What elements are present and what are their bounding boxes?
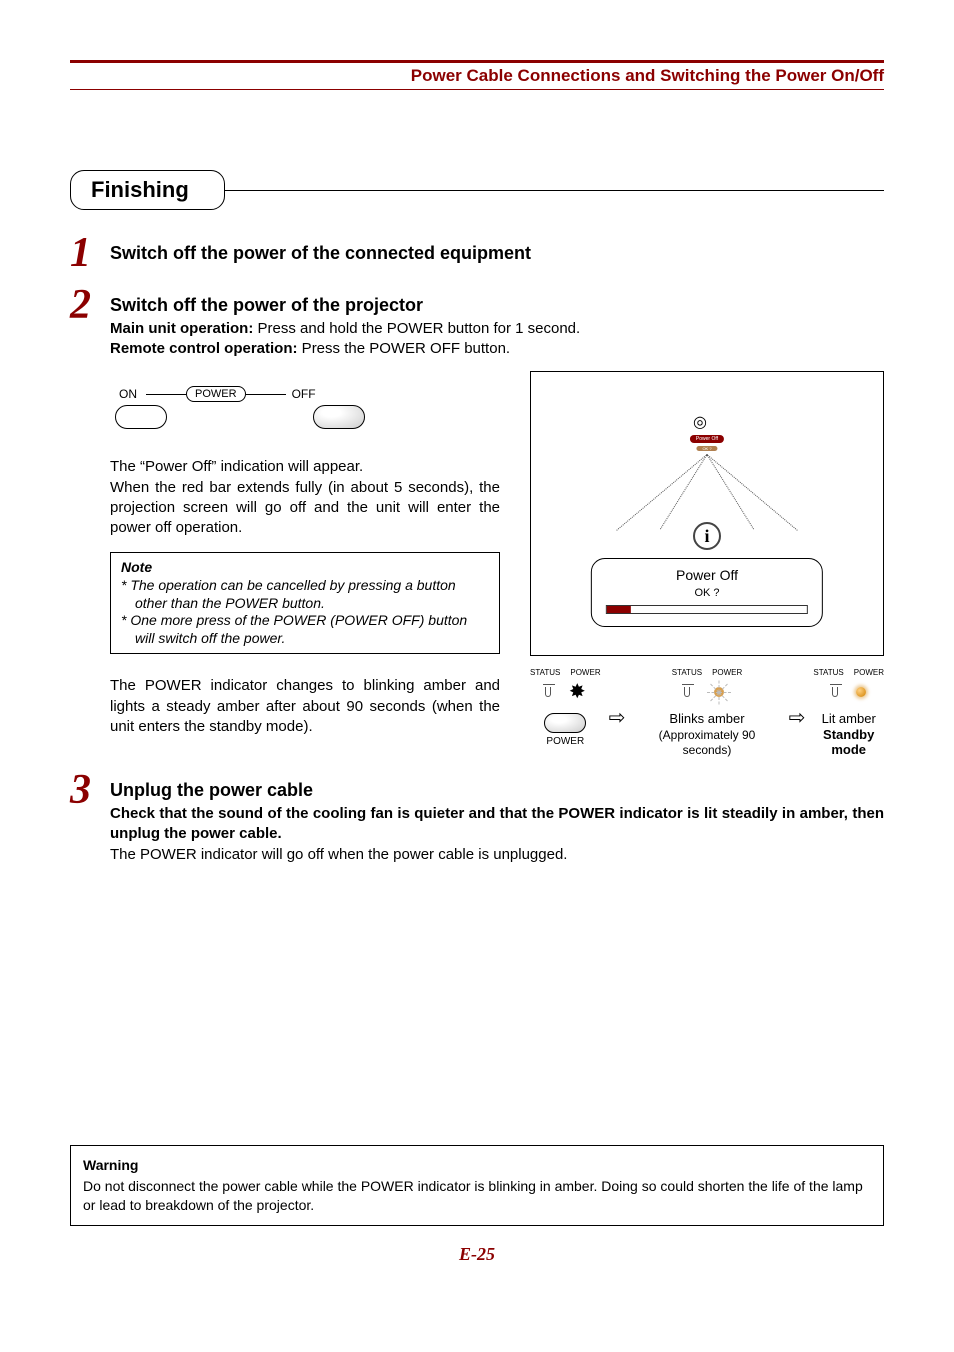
switch-on-label: ON bbox=[110, 387, 146, 401]
indicator-state-3: STATUS POWER Lit amber Standby mode bbox=[813, 668, 884, 758]
page-header: Power Cable Connections and Switching th… bbox=[70, 60, 884, 90]
note-title: Note bbox=[121, 559, 489, 575]
step-1-heading: Switch off the power of the connected eq… bbox=[110, 243, 884, 264]
power-label: POWER bbox=[712, 668, 742, 677]
status-label: STATUS bbox=[530, 668, 560, 677]
mini-popup-title: Power Off bbox=[690, 435, 724, 443]
note-item-1: * The operation can be cancelled by pres… bbox=[121, 577, 489, 612]
step-2-line1: Main unit operation: Press and hold the … bbox=[110, 319, 884, 339]
step-1: 1 Switch off the power of the connected … bbox=[70, 235, 884, 273]
info-icon bbox=[693, 522, 721, 550]
power-label: POWER bbox=[854, 668, 884, 677]
step-2-line1-text: Press and hold the POWER button for 1 se… bbox=[253, 320, 580, 337]
step-2-heading: Switch off the power of the projector bbox=[110, 295, 884, 316]
step-2-para1: The “Power Off” indication will appear. … bbox=[110, 457, 500, 538]
warning-box: Warning Do not disconnect the power cabl… bbox=[70, 1145, 884, 1226]
step-1-number: 1 bbox=[70, 235, 110, 273]
page-number: E-25 bbox=[70, 1244, 884, 1265]
indicator-state-2: STATUS POWER bbox=[633, 668, 780, 758]
power-led-amber-icon bbox=[856, 687, 866, 697]
step-2-line1-label: Main unit operation: bbox=[110, 320, 253, 337]
step-2: 2 Switch off the power of the projector … bbox=[70, 287, 884, 758]
status-led-off-icon bbox=[545, 687, 551, 697]
step-3-heading: Unplug the power cable bbox=[110, 780, 884, 801]
power-led-burst-icon: ✸ bbox=[569, 685, 586, 699]
step-2-number: 2 bbox=[70, 287, 110, 325]
section-header: Finishing bbox=[70, 170, 884, 210]
indicator-sequence: STATUS POWER ✸ POWER ⇨ STATUS bbox=[530, 668, 884, 758]
power-button-label: POWER bbox=[530, 736, 601, 747]
power-off-dialog: Power Off OK ? bbox=[591, 558, 823, 627]
mini-popup-ok: OK ? bbox=[696, 446, 717, 451]
status-label: STATUS bbox=[672, 668, 702, 677]
step-3: 3 Unplug the power cable Check that the … bbox=[70, 772, 884, 865]
status-label: STATUS bbox=[813, 668, 843, 677]
caption-standby1: Standby bbox=[823, 727, 874, 742]
arrow-icon: ⇨ bbox=[609, 705, 626, 730]
warning-text: Do not disconnect the power cable while … bbox=[83, 1177, 871, 1215]
header-title: Power Cable Connections and Switching th… bbox=[70, 66, 884, 86]
step-2-line2-text: Press the POWER OFF button. bbox=[298, 340, 511, 357]
on-button-icon bbox=[115, 405, 167, 429]
section-rule bbox=[205, 190, 884, 191]
projector-icon: ◎ bbox=[693, 412, 707, 432]
dialog-ok: OK ? bbox=[606, 587, 808, 599]
section-title: Finishing bbox=[70, 170, 225, 210]
warning-title: Warning bbox=[83, 1156, 871, 1175]
note-item-2: * One more press of the POWER (POWER OFF… bbox=[121, 612, 489, 647]
power-switch-diagram: ON POWER OFF bbox=[110, 386, 500, 432]
step-3-bold: Check that the sound of the cooling fan … bbox=[110, 804, 884, 845]
progress-bar bbox=[606, 605, 808, 614]
switch-off-label: OFF bbox=[286, 387, 322, 401]
step-2-line2-label: Remote control operation: bbox=[110, 340, 298, 357]
note-box: Note * The operation can be cancelled by… bbox=[110, 552, 500, 654]
dialog-title: Power Off bbox=[606, 567, 808, 583]
step-3-text: The POWER indicator will go off when the… bbox=[110, 845, 884, 865]
indicator-state-1: STATUS POWER ✸ POWER bbox=[530, 668, 601, 747]
caption-blinks-sub: (Approximately 90 seconds) bbox=[659, 728, 756, 758]
step-2-line2: Remote control operation: Press the POWE… bbox=[110, 339, 884, 359]
power-button-icon bbox=[544, 713, 586, 733]
off-button-icon bbox=[313, 405, 365, 429]
step-2-para2: The POWER indicator changes to blinking … bbox=[110, 676, 500, 737]
power-led-blink-icon bbox=[708, 681, 730, 703]
caption-blinks: Blinks amber bbox=[669, 711, 744, 726]
switch-power-label: POWER bbox=[186, 386, 246, 402]
step-3-number: 3 bbox=[70, 772, 110, 810]
status-led-off-icon bbox=[832, 687, 838, 697]
projection-diagram: ◎ Power Off OK ? Power Off OK ? bbox=[530, 371, 884, 656]
arrow-icon: ⇨ bbox=[789, 705, 806, 730]
caption-lit: Lit amber bbox=[822, 711, 876, 726]
power-label: POWER bbox=[570, 668, 600, 677]
status-led-off-icon bbox=[684, 687, 690, 697]
caption-standby2: mode bbox=[831, 742, 866, 757]
